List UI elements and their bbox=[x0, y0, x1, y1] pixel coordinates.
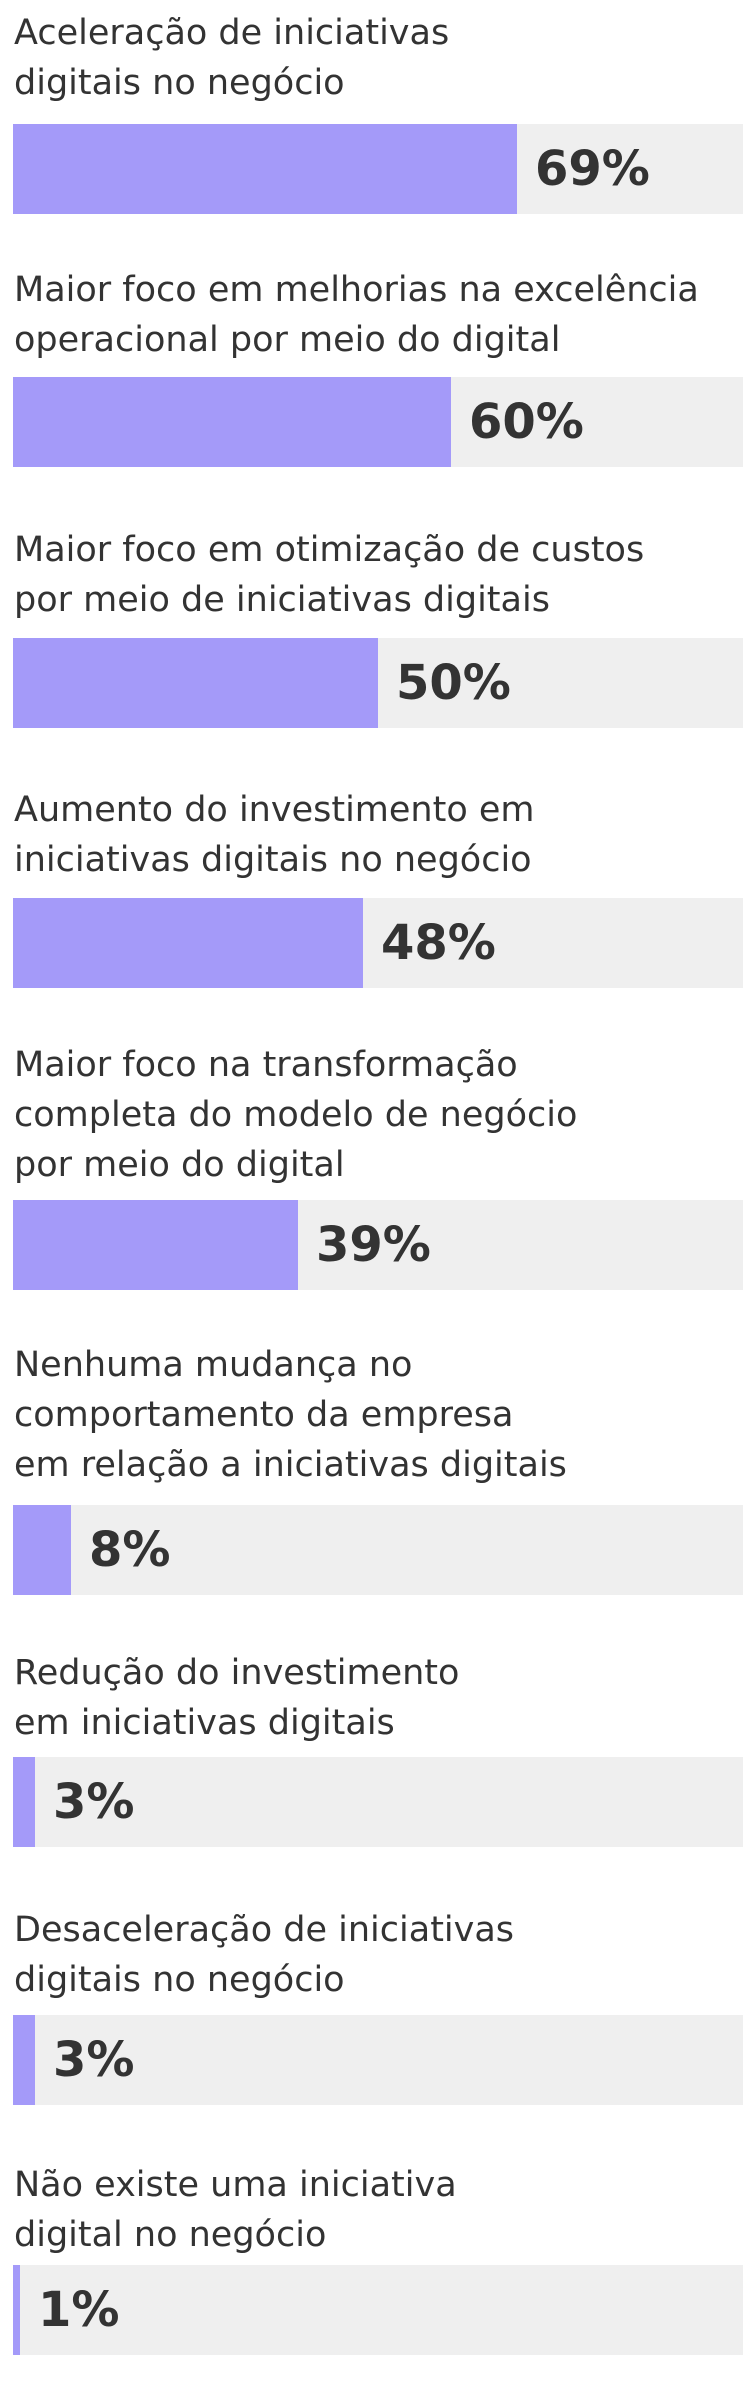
value-label: 1% bbox=[38, 2282, 120, 2338]
category-label-line: digitais no negócio bbox=[14, 1960, 345, 2000]
category-label-line: Maior foco em melhorias na excelência bbox=[14, 270, 699, 310]
value-label: 50% bbox=[396, 655, 511, 711]
category-label-line: Nenhuma mudança no bbox=[14, 1345, 413, 1385]
bar bbox=[13, 898, 363, 988]
bar bbox=[13, 124, 517, 214]
value-label: 60% bbox=[469, 394, 584, 450]
category-label-line: iniciativas digitais no negócio bbox=[14, 840, 532, 880]
category-label-line: Desaceleração de iniciativas bbox=[14, 1910, 515, 1950]
bar bbox=[13, 1200, 298, 1290]
category-label-line: digitais no negócio bbox=[14, 63, 345, 103]
category-label-line: Maior foco na transformação bbox=[14, 1045, 518, 1085]
category-label: Aceleração de iniciativas digitais no neg… bbox=[14, 8, 714, 108]
category-label: Maior foco em melhorias na excelência ope… bbox=[14, 265, 714, 365]
category-label-line: Não existe uma iniciativa bbox=[14, 2165, 457, 2205]
category-label: Desaceleração de iniciativas digitais no … bbox=[14, 1905, 714, 2005]
value-label: 8% bbox=[89, 1522, 171, 1578]
bar-track: 50% bbox=[13, 638, 743, 728]
category-label: Não existe uma iniciativa digital no negó… bbox=[14, 2160, 714, 2260]
category-label-line: Aumento do investimento em bbox=[14, 790, 535, 830]
category-label-line: por meio de iniciativas digitais bbox=[14, 580, 550, 620]
category-label-line: digital no negócio bbox=[14, 2215, 327, 2255]
bar bbox=[13, 2265, 20, 2355]
value-label: 39% bbox=[316, 1217, 431, 1273]
bar-track: 1% bbox=[13, 2265, 743, 2355]
value-label: 48% bbox=[381, 915, 496, 971]
category-label: Redução do investimento em iniciativas di… bbox=[14, 1648, 714, 1748]
category-label: Maior foco em otimização de custos por me… bbox=[14, 525, 714, 625]
bar bbox=[13, 2015, 35, 2105]
bar-track: 69% bbox=[13, 124, 743, 214]
category-label-line: por meio do digital bbox=[14, 1145, 345, 1185]
bar-track: 3% bbox=[13, 2015, 743, 2105]
bar bbox=[13, 1505, 71, 1595]
bar-track: 60% bbox=[13, 377, 743, 467]
bar-track: 3% bbox=[13, 1757, 743, 1847]
category-label-line: Aceleração de iniciativas bbox=[14, 13, 450, 53]
category-label-line: completa do modelo de negócio bbox=[14, 1095, 578, 1135]
bar-track: 39% bbox=[13, 1200, 743, 1290]
bar-track: 8% bbox=[13, 1505, 743, 1595]
category-label: Nenhuma mudança no comportamento da empre… bbox=[14, 1340, 714, 1490]
category-label: Maior foco na transformação completa do m… bbox=[14, 1040, 714, 1190]
category-label-line: operacional por meio do digital bbox=[14, 320, 561, 360]
category-label-line: em iniciativas digitais bbox=[14, 1703, 395, 1743]
category-label-line: Redução do investimento bbox=[14, 1653, 460, 1693]
category-label-line: comportamento da empresa bbox=[14, 1395, 514, 1435]
bar bbox=[13, 1757, 35, 1847]
category-label-line: Maior foco em otimização de custos bbox=[14, 530, 645, 570]
value-label: 69% bbox=[535, 141, 650, 197]
value-label: 3% bbox=[53, 2032, 135, 2088]
category-label: Aumento do investimento em iniciativas di… bbox=[14, 785, 714, 885]
value-label: 3% bbox=[53, 1774, 135, 1830]
bar bbox=[13, 638, 378, 728]
bar-track: 48% bbox=[13, 898, 743, 988]
bar bbox=[13, 377, 451, 467]
category-label-line: em relação a iniciativas digitais bbox=[14, 1445, 567, 1485]
